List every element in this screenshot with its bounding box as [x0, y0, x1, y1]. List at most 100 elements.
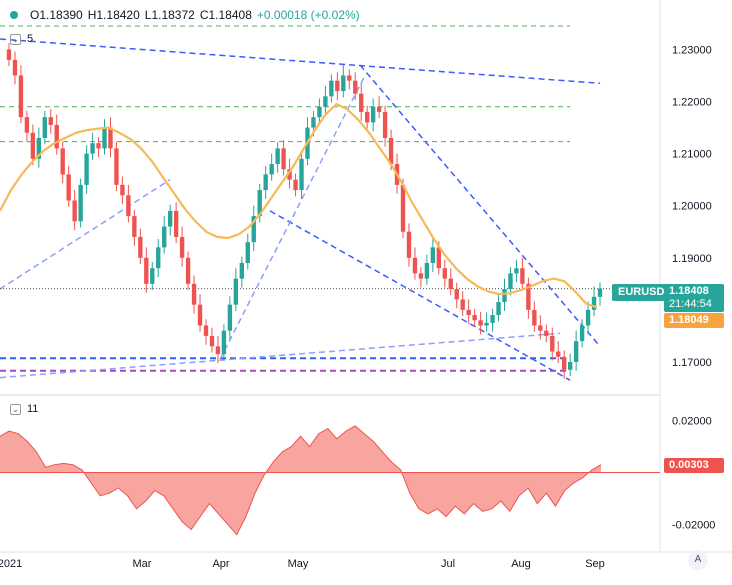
price-tick-label: 1.21000	[672, 149, 712, 161]
price-tick-label: 1.23000	[672, 44, 712, 56]
candle-body	[585, 309, 591, 326]
chevron-down-icon[interactable]: ⌄	[10, 403, 21, 415]
ma-value-badge: 1.18049	[664, 313, 724, 328]
candle-body	[126, 195, 131, 217]
candle-body	[245, 242, 250, 263]
candle-body	[341, 75, 346, 92]
ohlc-legend: O1.18390 H1.18420 L1.18372 C1.18408 +0.0…	[10, 8, 365, 22]
candle-body	[167, 210, 173, 227]
candle-body	[412, 257, 418, 274]
candle-body	[66, 174, 71, 201]
candle-body	[54, 124, 59, 149]
candle-body	[215, 346, 221, 355]
candle-body	[573, 341, 579, 362]
candle-body	[102, 127, 107, 149]
candle-body	[156, 247, 161, 269]
candle-body	[108, 127, 113, 149]
candle-body	[144, 257, 149, 284]
candle-body	[293, 179, 298, 191]
candle-body	[299, 158, 304, 191]
candle-body	[239, 262, 244, 279]
candle-body	[424, 262, 430, 279]
chevron-down-icon[interactable]: ⌄	[10, 33, 21, 45]
candle-body	[138, 236, 143, 258]
moving-average-line	[0, 102, 598, 309]
oscillator-line	[0, 425, 602, 536]
candle-body	[376, 106, 382, 112]
candle-body	[162, 226, 167, 248]
candle-body	[311, 117, 316, 128]
candle-body	[227, 304, 233, 331]
candle-body	[514, 268, 519, 274]
candle-body	[460, 299, 465, 310]
close-value: C1.18408	[199, 8, 252, 22]
osc-tick-label: 0.02000	[672, 416, 712, 428]
candle-body	[353, 80, 358, 94]
candle-body	[197, 304, 203, 326]
last-price-badge: 1.18408 21:44:54	[664, 284, 724, 312]
candle-body	[496, 302, 501, 316]
candle-body	[502, 289, 507, 303]
candle-body	[30, 132, 36, 159]
candle-body	[418, 273, 424, 279]
candle-body	[329, 80, 334, 97]
candle-body	[12, 59, 18, 76]
trendline	[0, 179, 171, 290]
candle-body	[579, 325, 585, 342]
candle-body	[185, 257, 191, 284]
candle-body	[263, 174, 268, 191]
candle-body	[478, 320, 483, 326]
osc-tick-label: -0.02000	[672, 519, 715, 531]
status-dot-icon	[10, 11, 18, 19]
candle-body	[597, 288, 603, 297]
oscillator-indicator-chip[interactable]: ⌄ 11	[10, 403, 38, 415]
candle-body	[150, 268, 155, 284]
low-value: L1.18372	[144, 8, 195, 22]
candle-body	[281, 148, 286, 170]
candle-body	[221, 330, 227, 355]
trendline	[219, 75, 366, 360]
candle-body	[382, 111, 388, 138]
change-value: +0.00018 (+0.02%)	[256, 8, 360, 22]
candle-body	[60, 148, 65, 175]
trendline	[0, 38, 601, 85]
candle-body	[484, 322, 489, 326]
candle-body	[526, 283, 531, 310]
candle-body	[120, 184, 125, 196]
candle-body	[359, 93, 364, 112]
candle-body	[114, 148, 119, 185]
oscillator-area	[0, 425, 601, 535]
candle-body	[72, 200, 77, 222]
candle-body	[191, 283, 197, 305]
candle-body	[36, 137, 42, 159]
candle-body	[466, 309, 471, 316]
price-tick-label: 1.17000	[672, 357, 712, 369]
trendline	[269, 210, 571, 381]
time-tick-label: Mar	[133, 558, 152, 570]
candle-body	[18, 75, 24, 118]
time-tick-label: May	[288, 558, 309, 570]
auto-scale-button[interactable]: A	[688, 550, 708, 570]
candle-body	[6, 49, 12, 60]
candle-body	[365, 111, 370, 123]
candle-body	[209, 335, 215, 347]
candle-body	[90, 143, 95, 154]
ma-period: 5	[27, 33, 34, 45]
candle-body	[42, 117, 47, 138]
candle-body	[179, 236, 185, 258]
candle-body	[454, 289, 459, 300]
osc-value-badge: 0.00303	[664, 458, 724, 473]
candle-body	[173, 210, 179, 237]
candle-body	[96, 143, 101, 149]
osc-period: 11	[27, 403, 39, 415]
candle-body	[370, 106, 376, 123]
ma-indicator-chip[interactable]: ⌄ 5	[10, 33, 33, 45]
trendline	[0, 332, 561, 379]
candle-body	[472, 315, 477, 321]
trendline	[359, 64, 601, 347]
candle-body	[490, 315, 495, 323]
candle-body	[406, 231, 412, 258]
candle-body	[544, 330, 549, 336]
